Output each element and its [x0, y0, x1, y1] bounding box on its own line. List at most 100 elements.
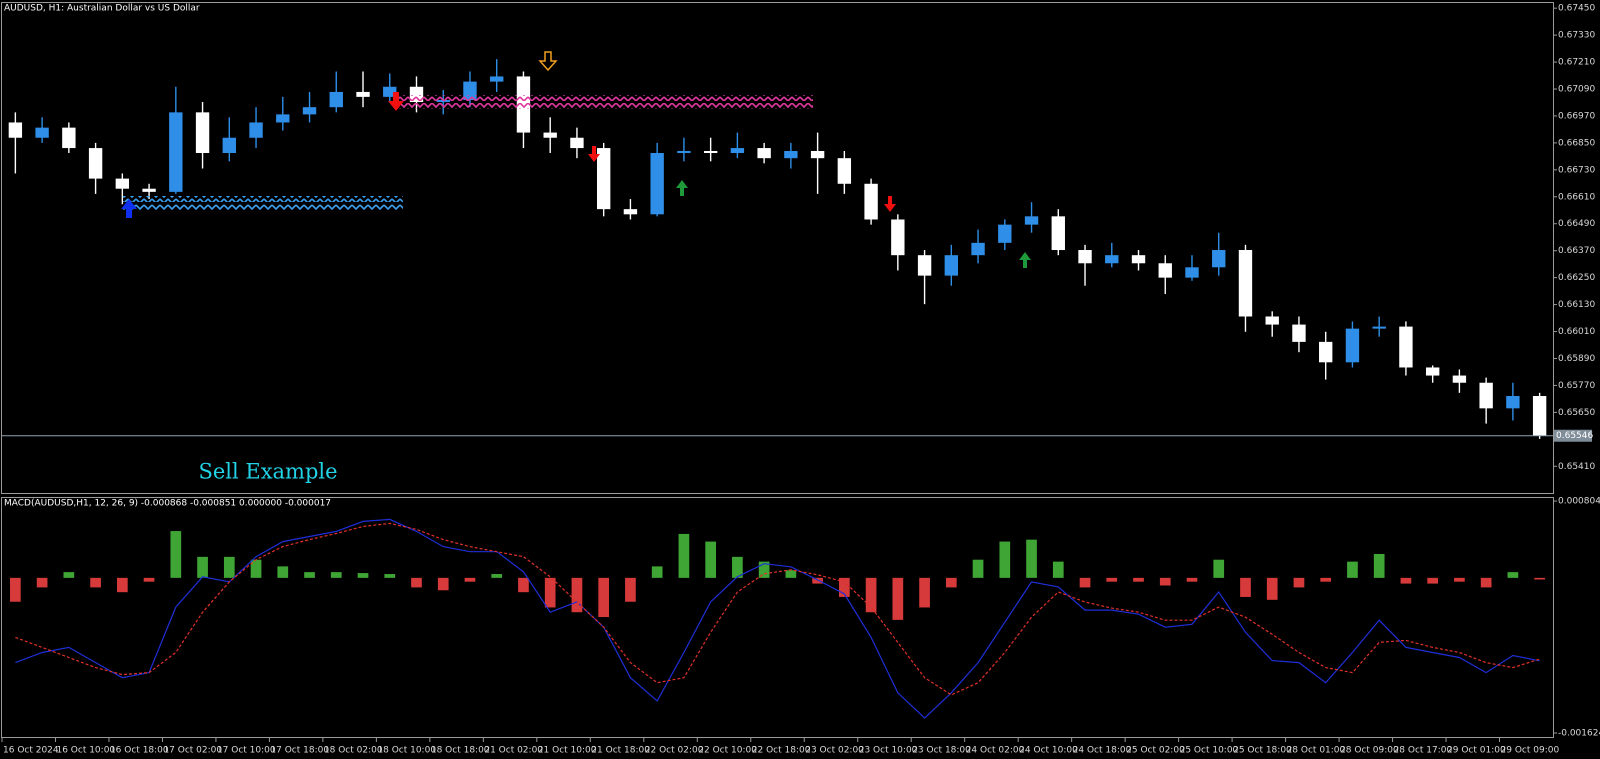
x-tick-label: 22 Oct 10:00 [698, 746, 757, 756]
candle-body [1345, 328, 1360, 363]
histogram-bar [250, 559, 262, 578]
x-tick-label: 22 Oct 02:00 [645, 746, 704, 756]
x-tick-label: 22 Oct 18:00 [752, 746, 811, 756]
candle-body [1078, 250, 1092, 264]
x-tick-label: 23 Oct 10:00 [859, 746, 918, 756]
candle-body [703, 150, 718, 154]
candle-body [1372, 326, 1386, 329]
histogram-bar [1213, 559, 1225, 578]
histogram-bar [464, 577, 476, 582]
histogram-bar [1534, 577, 1545, 580]
histogram-bar [758, 561, 770, 578]
y-tick-label: 0.000804 [1558, 497, 1600, 507]
x-tick-label: 17 Oct 02:00 [163, 746, 222, 756]
candle-body [650, 153, 664, 215]
x-tick-label: 16 Oct 2024 [3, 746, 59, 756]
candle-body [864, 183, 878, 220]
candle-body [195, 112, 210, 154]
macd-panel-frame [1, 497, 1554, 738]
signal-arrow [538, 51, 558, 72]
buy-arrow [676, 180, 688, 196]
y-tick-label: 0.65650 [1558, 408, 1595, 418]
y-tick-label: 0.66730 [1558, 165, 1595, 175]
current-price-label: 0.65546 [1556, 431, 1593, 441]
x-tick-label: 29 Oct 09:00 [1501, 746, 1560, 756]
candle-body [276, 114, 290, 123]
x-tick-label: 28 Oct 17:00 [1394, 746, 1453, 756]
x-tick-label: 28 Oct 01:00 [1287, 746, 1346, 756]
histogram-bar [1159, 577, 1171, 586]
histogram-bar [945, 577, 957, 588]
candle-body [543, 132, 557, 138]
y-tick-label: 0.67210 [1558, 58, 1595, 68]
candle-body [1452, 375, 1467, 383]
histogram-bar [571, 577, 583, 613]
histogram-bar [732, 556, 743, 578]
x-tick-label: 21 Oct 10:00 [538, 746, 597, 756]
histogram-bar [1240, 577, 1251, 597]
histogram-bar [1026, 539, 1037, 578]
y-tick-label: 0.65890 [1558, 354, 1595, 364]
histogram-bar [999, 541, 1011, 578]
candle-body [222, 137, 236, 154]
histogram-bar [598, 577, 610, 618]
candle-body [1265, 316, 1279, 325]
candle-body [998, 224, 1012, 243]
histogram-bar [277, 566, 289, 578]
y-tick-label: 0.66850 [1558, 138, 1595, 148]
buy-arrow [1019, 252, 1031, 268]
candle-body [810, 150, 825, 159]
candle-body [1185, 267, 1199, 278]
histogram-bar [1507, 572, 1519, 578]
histogram-bar [304, 572, 315, 578]
y-tick-label: 0.66370 [1558, 246, 1595, 256]
candle-body [383, 86, 397, 97]
histogram-bar [785, 570, 797, 578]
y-tick-label: 0.66010 [1558, 327, 1595, 337]
candle-body [1399, 326, 1413, 368]
histogram-bar [116, 577, 128, 593]
histogram-bar [384, 574, 396, 578]
histogram-bar [1480, 577, 1492, 588]
x-tick-label: 17 Oct 18:00 [270, 746, 329, 756]
histogram-bar [1133, 577, 1144, 582]
candle-body [1319, 341, 1333, 363]
histogram-bar [90, 577, 101, 588]
x-tick-label: 18 Oct 02:00 [324, 746, 383, 756]
plot-layers: 0.67450 0.67330 0.67210 0.67090 0.66970 0.668… [1, 4, 1600, 756]
histogram-bar [10, 577, 21, 602]
signal-decor [121, 51, 1031, 268]
histogram-bar [1454, 577, 1465, 582]
candle-body [249, 122, 263, 138]
candle-body [677, 150, 691, 154]
x-tick-label: 17 Oct 10:00 [217, 746, 276, 756]
zigzag-level [398, 103, 813, 109]
x-tick-label: 23 Oct 02:00 [805, 746, 864, 756]
y-tick-label: -0.001624 [1558, 728, 1600, 738]
histogram-bar [651, 566, 663, 578]
candle-body [891, 219, 905, 256]
candle-body [169, 112, 183, 192]
histogram-bar [197, 556, 208, 578]
x-tick-label: 16 Oct 18:00 [110, 746, 169, 756]
x-tick-label: 25 Oct 02:00 [1126, 746, 1185, 756]
candle-body [623, 209, 638, 215]
y-tick-label: 0.66610 [1558, 192, 1595, 202]
x-tick-label: 25 Oct 10:00 [1180, 746, 1239, 756]
x-tick-label: 24 Oct 10:00 [1019, 746, 1078, 756]
candle-body [1105, 255, 1119, 264]
candle-body [1238, 250, 1253, 317]
y-tick-label: 0.65410 [1558, 462, 1595, 472]
histogram-bar [1079, 577, 1091, 588]
candle-body [784, 150, 798, 159]
y-tick-label: 0.67450 [1558, 4, 1595, 14]
candle-body [917, 255, 932, 276]
candle-body [356, 91, 370, 97]
histogram-bar [1373, 553, 1385, 578]
candle-body [1051, 216, 1065, 251]
annotation: Sell Example [198, 460, 337, 484]
chart-title: AUDUSD, H1: Australian Dollar vs US Doll… [4, 4, 200, 14]
y-tick-label: 0.66490 [1558, 219, 1595, 229]
